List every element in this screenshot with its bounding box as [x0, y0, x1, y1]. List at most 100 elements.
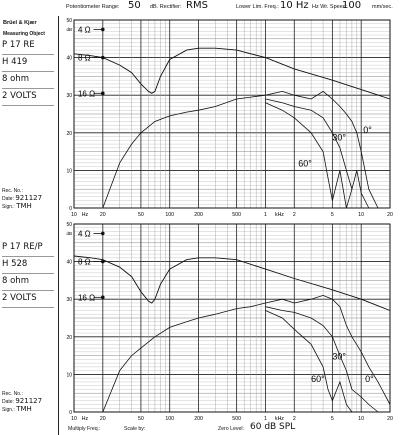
- plot-frame: [73, 223, 391, 413]
- sign-label: Sign.:: [2, 407, 15, 413]
- wr-speed-label: Hz Wr. Speed:: [312, 4, 348, 10]
- angle-annotation: 60°: [298, 159, 312, 169]
- x-tick-label: 2: [293, 212, 296, 218]
- angle-annotation: 0°: [365, 374, 374, 384]
- zero-level-value: 60 dB SPL: [250, 422, 296, 432]
- lower-lim-value: 10 Hz: [280, 0, 309, 11]
- record-info-2: Rec. No.: Date: 921127 Sign.: TMH: [2, 391, 42, 414]
- x-tick-label: 1: [264, 416, 267, 422]
- wr-speed-value: 100: [342, 0, 362, 11]
- y-tick-label: 20: [66, 131, 72, 137]
- sign-value: TMH: [16, 202, 32, 210]
- y-tick-label: 30: [66, 93, 72, 99]
- x-tick-label: 500: [232, 416, 241, 422]
- x-tick-label: Hz: [82, 416, 89, 422]
- x-tick-label: 200: [194, 416, 203, 422]
- curve-spl: [265, 306, 379, 413]
- x-tick-label: 5: [331, 212, 334, 218]
- impedance-marker-label: 4 Ω: [78, 25, 91, 34]
- scale-by-label: Scale by:: [124, 426, 146, 432]
- x-tick-label: Hz: [82, 212, 89, 218]
- curve-spl: [265, 310, 353, 413]
- spec-line: H 528: [2, 257, 54, 274]
- y-tick-label: 50: [66, 18, 72, 24]
- spec-box-2: P 17 RE/P H 528 8 ohm 2 VOLTS: [2, 240, 54, 308]
- y-tick-label: 10: [66, 372, 72, 378]
- db-rectifier-label: dB. Rectifier:: [150, 4, 182, 10]
- angle-annotation: 30°: [332, 351, 346, 361]
- pot-range-label: Potentiometer Range:: [66, 4, 120, 10]
- x-tick-label: 200: [194, 212, 203, 218]
- rec-no-label: Rec. No.:: [2, 188, 23, 194]
- rec-no-label: Rec. No.:: [2, 391, 23, 397]
- db-rectifier-value: RMS: [186, 0, 208, 11]
- x-tick-label: 20: [100, 416, 106, 422]
- x-tick-label: 100: [165, 416, 174, 422]
- spec-box-1: P 17 RE H 419 8 ohm 2 VOLTS: [2, 38, 54, 106]
- spec-line: P 17 RE: [2, 38, 54, 55]
- x-tick-label: 10: [71, 212, 77, 218]
- curve-spl: [102, 294, 391, 413]
- curve-spl: [102, 90, 390, 209]
- x-tick-label: 20: [387, 416, 393, 422]
- pot-range-value: 50: [128, 0, 141, 11]
- y-axis-label: dB: [66, 27, 72, 32]
- impedance-marker-label: 16 Ω: [78, 89, 95, 98]
- x-tick-label: 10: [71, 416, 77, 422]
- y-tick-label: 50: [66, 222, 72, 228]
- spec-line: P 17 RE/P: [2, 240, 54, 257]
- angle-annotation: 30°: [332, 132, 346, 142]
- date-label: Date:: [2, 196, 14, 202]
- sign-label: Sign.:: [2, 204, 15, 210]
- x-tick-label: kHz: [275, 416, 284, 422]
- curve-impedance: [73, 255, 391, 311]
- x-tick-label: 20: [387, 212, 393, 218]
- y-tick-label: 40: [66, 56, 72, 62]
- x-tick-label: 50: [138, 416, 144, 422]
- measuring-object-label: Measuring Object: [3, 31, 45, 37]
- y-axis-label: dB: [66, 231, 72, 236]
- x-tick-label: 500: [232, 212, 241, 218]
- y-tick-label: 0: [69, 206, 72, 212]
- spec-line: 8 ohm: [2, 274, 54, 291]
- y-tick-label: 20: [66, 335, 72, 341]
- x-tick-label: 20: [100, 212, 106, 218]
- y-tick-label: 40: [66, 260, 72, 266]
- x-tick-label: 5: [331, 416, 334, 422]
- x-tick-label: 50: [138, 212, 144, 218]
- impedance-marker-label: 4 Ω: [78, 229, 91, 238]
- zero-level-label: Zero Level:: [218, 426, 244, 432]
- impedance-marker-label: 16 Ω: [78, 293, 95, 302]
- x-tick-label: 1: [264, 212, 267, 218]
- spec-line: 8 ohm: [2, 72, 54, 89]
- plot-frame: [73, 19, 391, 209]
- angle-annotation: 0°: [363, 125, 372, 135]
- impedance-marker-label: 8 Ω: [78, 54, 91, 63]
- x-tick-label: kHz: [275, 212, 284, 218]
- spec-line: 2 VOLTS: [2, 291, 54, 308]
- spec-line: 2 VOLTS: [2, 89, 54, 106]
- wr-speed-unit: mm/sec.: [372, 4, 393, 10]
- curve-impedance: [73, 47, 391, 100]
- x-tick-label: 10: [358, 416, 364, 422]
- y-tick-label: 30: [66, 297, 72, 303]
- date-value: 921127: [15, 194, 43, 202]
- date-value: 921127: [15, 397, 43, 405]
- record-info-1: Rec. No.: Date: 921127 Sign.: TMH: [2, 188, 42, 211]
- x-tick-label: 2: [293, 416, 296, 422]
- sign-value: TMH: [16, 405, 32, 413]
- y-tick-label: 0: [69, 410, 72, 416]
- curve-spl: [265, 102, 353, 209]
- x-tick-label: 10: [358, 212, 364, 218]
- footer-bar: Multiply Freq.: Scale by: Zero Level: 60…: [60, 422, 400, 435]
- multiply-freq-label: Multiply Freq.:: [68, 426, 101, 432]
- curve-spl: [265, 98, 370, 209]
- spec-line: H 419: [2, 55, 54, 72]
- y-tick-label: 10: [66, 168, 72, 174]
- brand-logo: Brüel & Kjær: [3, 20, 37, 26]
- x-tick-label: 100: [165, 212, 174, 218]
- angle-annotation: 60°: [311, 374, 325, 384]
